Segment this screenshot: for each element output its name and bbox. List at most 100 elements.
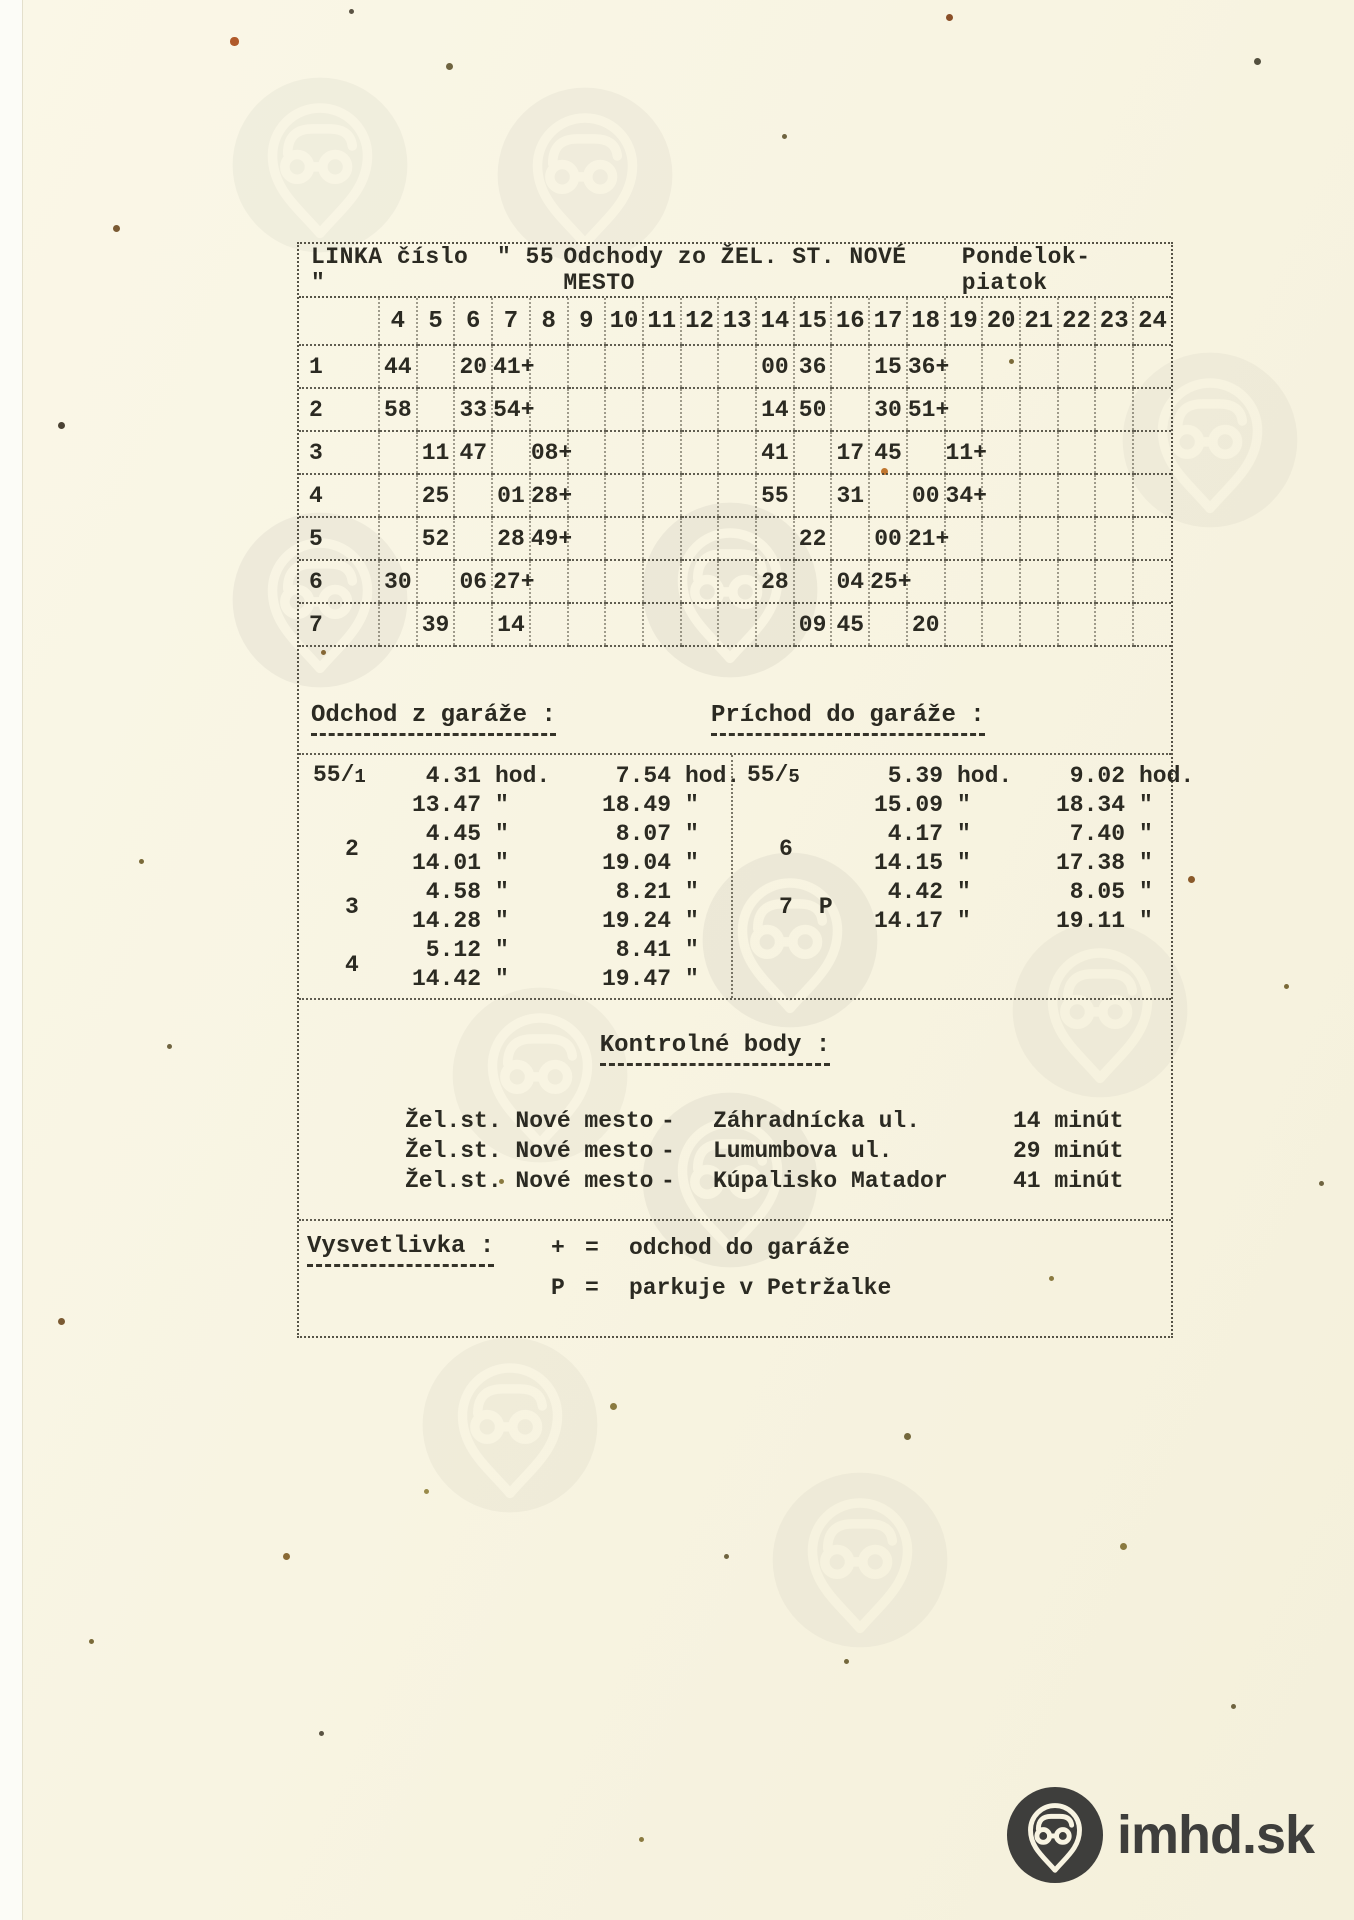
garage-time-line: 5.39 hod. 9.02 hod. xyxy=(833,762,1194,791)
timetable-cell: 49+ xyxy=(528,517,572,561)
hour-header: 9 xyxy=(566,298,606,346)
timetable-cell xyxy=(566,474,606,518)
hour-header: 6 xyxy=(453,298,493,346)
timetable-cell xyxy=(604,345,643,389)
vehicle-label: 2 xyxy=(345,836,359,862)
timetable-cell xyxy=(604,560,643,604)
timetable-cell xyxy=(1094,560,1134,604)
timetable-cell xyxy=(1018,388,1058,432)
control-dur: 14 minút xyxy=(1013,1108,1124,1134)
time-unit: " xyxy=(1139,850,1153,876)
timetable-cell: 14 xyxy=(755,388,794,432)
garage-departure-group: 55/1 4.31 hod. 7.54 hod. 13.47 " 18.49 " xyxy=(299,762,741,820)
garage-time-line: 13.47 " 18.49 " xyxy=(389,791,731,820)
time-unit: " xyxy=(957,879,971,905)
timetable-cell: 11+ xyxy=(943,431,987,475)
garage-departure-group: 4 5.12 " 8.41 " 14.42 " 19.47 " xyxy=(299,936,731,994)
control-dash: - xyxy=(661,1168,675,1194)
timetable-cell xyxy=(792,560,832,604)
timetable-cell xyxy=(981,517,1020,561)
timetable-cell xyxy=(566,431,606,475)
time-unit: " xyxy=(685,850,699,876)
timetable-cell xyxy=(981,560,1020,604)
scan-edge xyxy=(0,0,23,1920)
timetable-cell xyxy=(981,388,1020,432)
time-unit: " xyxy=(685,821,699,847)
garage-section-titles: Odchod z garáže : Príchod do garáže : xyxy=(299,696,1171,746)
garage-time-line: 5.12 " 8.41 " xyxy=(389,936,731,965)
time-value: 9.02 xyxy=(1069,763,1125,789)
timetable-cell xyxy=(943,603,983,647)
hour-header: 7 xyxy=(491,298,530,346)
timetable-cell xyxy=(679,388,719,432)
timetable-cell: 51+ xyxy=(905,388,949,432)
time-unit: " xyxy=(495,792,509,818)
timetable-cell xyxy=(1132,431,1171,475)
timetable-cell xyxy=(1018,431,1058,475)
timetable-row: 5 52 28 49+ 22 00 21+ xyxy=(299,517,1171,561)
hour-header: 8 xyxy=(528,298,568,346)
hour-header: 22 xyxy=(1056,298,1096,346)
hour-header: 16 xyxy=(830,298,870,346)
timetable-cell: 30 xyxy=(868,388,907,432)
timetable-cell xyxy=(679,345,719,389)
timetable-cell xyxy=(1056,560,1096,604)
time-value: 19.24 xyxy=(601,908,671,934)
row-label: 2 xyxy=(299,388,379,432)
time-unit: hod. xyxy=(685,763,741,789)
time-value: 14.17 xyxy=(873,908,943,934)
control-points-section: Kontrolné body : Žel.st. Nové mesto - Záhr… xyxy=(299,1032,1171,1196)
timetable-cell xyxy=(755,517,794,561)
garage-departure-group: 3 4.58 " 8.21 " 14.28 " 19.24 " xyxy=(299,878,731,936)
timetable-cell xyxy=(943,345,983,389)
garage-time-line: 4.31 hod. 7.54 hod. xyxy=(389,762,741,791)
timetable-cell xyxy=(1056,431,1096,475)
garage-departure-title: Odchod z garáže : xyxy=(311,702,556,736)
timetable-cell xyxy=(566,388,606,432)
timetable-cell xyxy=(1132,345,1171,389)
timetable-cell xyxy=(943,560,983,604)
timetable-cell: 28 xyxy=(755,560,794,604)
timetable-cell xyxy=(755,603,794,647)
timetable-cell xyxy=(1132,603,1171,647)
timetable-cell: 52 xyxy=(415,517,455,561)
time-unit: " xyxy=(1139,821,1153,847)
time-value: 19.04 xyxy=(601,850,671,876)
legend-item: + = odchod do garáže xyxy=(551,1235,891,1275)
control-from: Žel.st. Nové mesto xyxy=(405,1138,654,1164)
timetable-cell: 39 xyxy=(415,603,455,647)
hour-header: 13 xyxy=(717,298,757,346)
timetable-hours-row: 4 5 6 7 8 9 10 11 12 13 14 15 16 17 18 19 20 21 22 23 24 xyxy=(299,298,1171,346)
timetable-cell: 00 xyxy=(755,345,794,389)
legend-title: Vysvetlivka : xyxy=(307,1233,495,1267)
time-unit: " xyxy=(495,966,509,992)
legend-eq: = xyxy=(585,1235,599,1261)
parking-mark: P xyxy=(818,894,833,920)
timetable-cell xyxy=(830,388,870,432)
time-unit: " xyxy=(957,792,971,818)
legend-txt: parkuje v Petržalke xyxy=(629,1275,892,1301)
control-point-line: Žel.st. Nové mesto - Záhradnícka ul. 14 min… xyxy=(299,1106,1171,1136)
time-value: 18.49 xyxy=(601,792,671,818)
timetable-cell xyxy=(528,560,568,604)
timetable-cell: 06 xyxy=(453,560,493,604)
garage-time-line: 14.17 " 19.11 " xyxy=(833,907,1181,936)
timetable-cell xyxy=(1132,560,1171,604)
timetable-cell xyxy=(415,345,455,389)
timetable-row: 3 11 47 08+ 41 17 45 11+ xyxy=(299,431,1171,475)
garage-time-line: 14.15 " 17.38 " xyxy=(833,849,1181,878)
hour-header: 24 xyxy=(1132,298,1171,346)
time-value: 4.17 xyxy=(887,821,943,847)
time-unit: " xyxy=(685,792,699,818)
time-value: 19.47 xyxy=(601,966,671,992)
timetable-cell xyxy=(1018,345,1058,389)
timetable-cell xyxy=(830,345,870,389)
control-dur: 29 minút xyxy=(1013,1138,1124,1164)
timetable-cell xyxy=(1132,388,1171,432)
timetable-cell: 33 xyxy=(453,388,493,432)
timetable-cell xyxy=(943,388,983,432)
timetable-cell xyxy=(641,560,681,604)
timetable-cell xyxy=(717,388,757,432)
timetable-cell: 25 xyxy=(415,474,455,518)
time-value: 4.45 xyxy=(425,821,481,847)
